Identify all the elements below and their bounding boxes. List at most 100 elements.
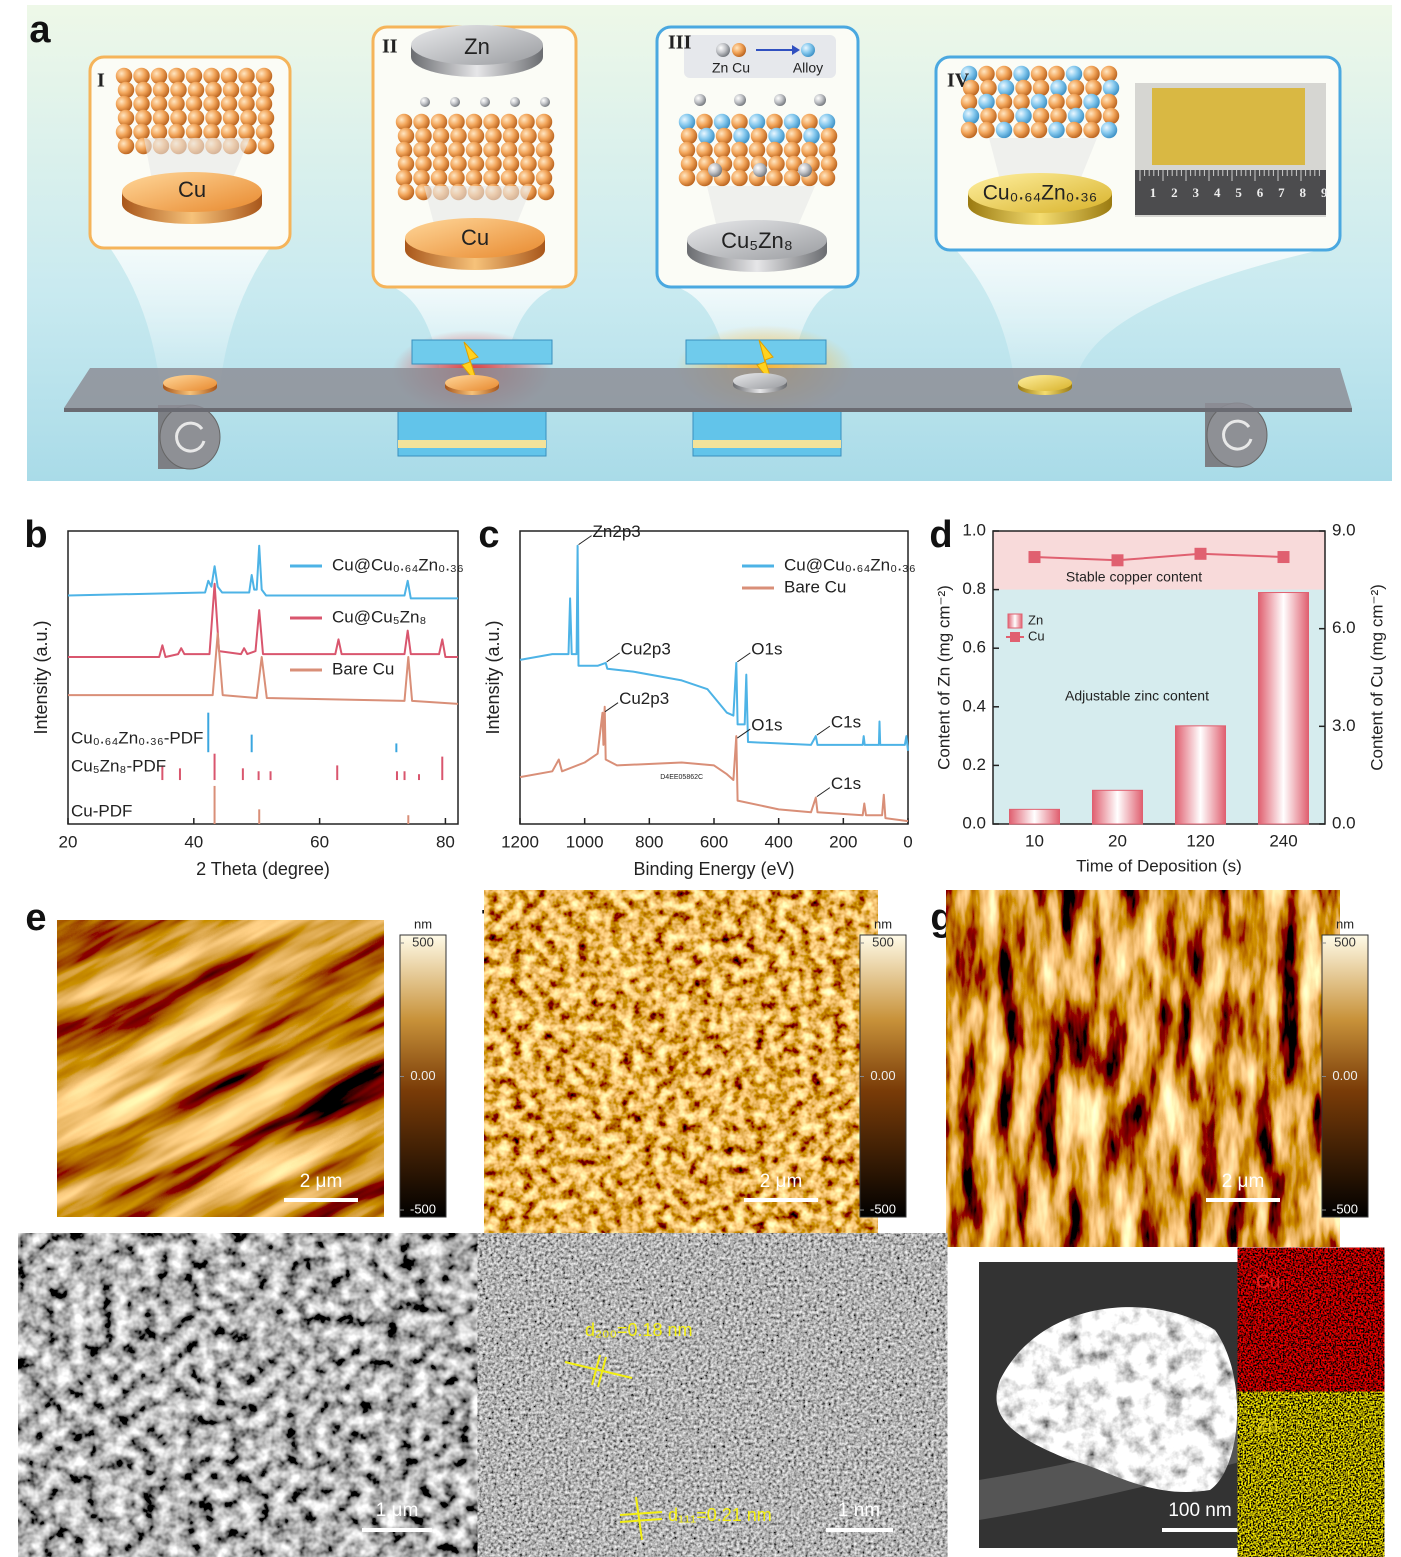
legend-label: Cu@Cu₅Zn₈ — [332, 607, 426, 626]
tem-image — [517, 1262, 908, 1548]
atom — [500, 113, 518, 131]
panel-label: g — [930, 897, 953, 939]
substrate-disc-top — [968, 173, 1112, 213]
atom — [133, 123, 150, 141]
bar — [1175, 725, 1226, 825]
x-axis-label: Time of Deposition (s) — [1076, 856, 1242, 875]
atom — [1085, 79, 1102, 97]
atom — [485, 155, 502, 173]
atom — [152, 81, 170, 99]
atom — [748, 141, 766, 159]
colorbar-tick-label: 500 — [872, 934, 894, 949]
atom — [185, 67, 203, 85]
atom — [485, 127, 502, 145]
annotation-leader — [737, 652, 751, 663]
scale-bar-label: 2 μm — [760, 1171, 803, 1192]
atom — [500, 169, 518, 187]
scale-bar-label: 1 nm — [838, 1500, 880, 1521]
atom — [395, 141, 413, 159]
annotation-leader — [816, 725, 831, 736]
target-label: Zn — [464, 34, 490, 59]
atom — [255, 67, 273, 85]
atom — [432, 127, 450, 145]
atom — [222, 109, 240, 127]
atom — [1030, 121, 1048, 139]
annotation: O1s — [751, 639, 782, 658]
atom — [713, 141, 731, 159]
legend-label: Bare Cu — [784, 577, 846, 596]
atom — [483, 141, 500, 159]
atom — [222, 81, 240, 99]
lattice-marker — [635, 1496, 643, 1541]
x-tick-label: 60 — [310, 832, 329, 851]
atom — [205, 109, 222, 127]
series-line — [68, 632, 459, 705]
atom — [980, 79, 997, 97]
atom — [785, 155, 803, 173]
atom — [1013, 93, 1030, 111]
legend-label: Bare Cu — [332, 659, 394, 678]
atom — [733, 127, 750, 145]
disc-label: Cu — [178, 177, 206, 202]
annotation: C1s — [831, 713, 861, 732]
atom — [1015, 107, 1032, 125]
scale-bar-label: 2 μm — [300, 1171, 343, 1192]
atom — [1083, 121, 1100, 139]
x-tick-label: 0 — [903, 832, 912, 851]
atom — [1100, 93, 1118, 111]
atom — [395, 169, 413, 187]
atom — [450, 155, 467, 173]
atom — [240, 109, 257, 127]
colorbar-tick-label: 0.00 — [410, 1068, 435, 1083]
x-tick-label: 1200 — [501, 832, 539, 851]
atom — [1032, 107, 1050, 125]
atom — [255, 95, 273, 113]
atom — [117, 137, 135, 155]
atom — [432, 155, 450, 173]
atom — [696, 169, 713, 187]
y-axis-label: Intensity (a.u.) — [31, 620, 51, 734]
atom — [1065, 93, 1083, 111]
droplet — [540, 97, 550, 107]
plot-frame — [992, 530, 1326, 825]
disc-label: Cu₅Zn₈ — [721, 228, 793, 253]
atom — [450, 127, 467, 145]
legend-label: Alloy — [793, 60, 823, 76]
atom — [783, 113, 801, 131]
x-tick-label: 240 — [1269, 831, 1297, 850]
atom — [537, 183, 555, 201]
atom — [785, 127, 803, 145]
ruler-number: 9 — [1321, 185, 1328, 200]
device-layer — [398, 440, 546, 448]
droplet — [708, 163, 722, 177]
atom — [150, 95, 168, 113]
lattice-label: d₂₀₀=0.18 nm — [585, 1320, 693, 1340]
ruler-number: 6 — [1257, 185, 1264, 200]
panel-label: a — [29, 9, 51, 51]
colorbar-unit: nm — [874, 916, 892, 931]
series-line — [519, 705, 909, 823]
x-axis-label: Binding Energy (eV) — [633, 859, 794, 879]
colorbar-tick-label: 0.00 — [1332, 1068, 1357, 1083]
y-tick-label: 0.6 — [962, 638, 986, 657]
atom — [257, 81, 275, 99]
atom — [395, 113, 413, 131]
atom — [537, 127, 555, 145]
y-tick-label: 0.0 — [962, 813, 986, 832]
atom — [1048, 65, 1065, 83]
series-line — [67, 544, 458, 600]
x-tick-label: 10 — [1025, 831, 1044, 850]
x-tick-label: 120 — [1186, 831, 1214, 850]
y2-tick-label: 0.0 — [1332, 813, 1356, 832]
atom — [185, 123, 203, 141]
substrate-disc-top — [687, 220, 827, 260]
atom — [960, 121, 978, 139]
atom — [502, 155, 520, 173]
y2-tick-label: 3.0 — [1332, 716, 1356, 735]
atom — [978, 65, 995, 83]
atom — [1030, 65, 1048, 83]
arrow-head — [792, 45, 800, 55]
atom — [1013, 121, 1030, 139]
x-axis-label: 2 Theta (degree) — [196, 859, 330, 879]
legend-swatch — [1010, 632, 1020, 642]
